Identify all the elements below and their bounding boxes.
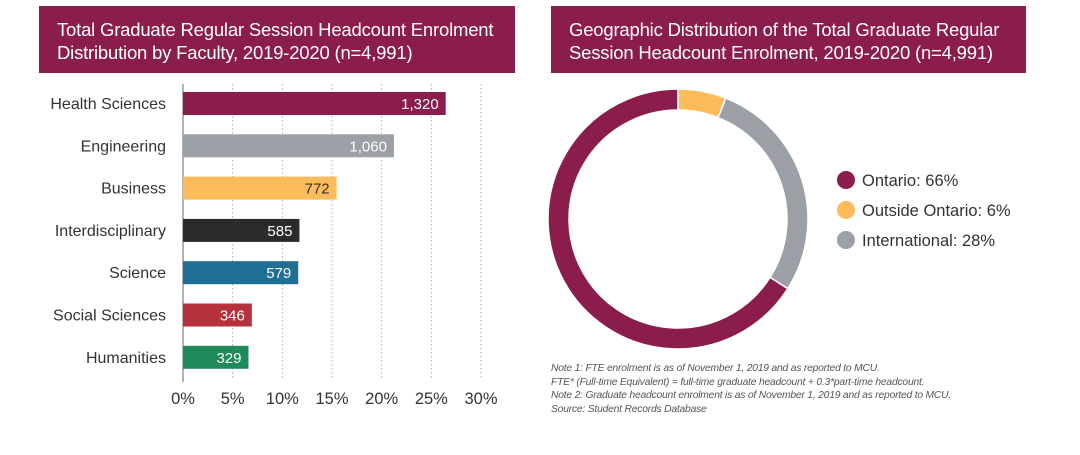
category-label: Science bbox=[109, 265, 166, 282]
legend-marker bbox=[837, 231, 855, 249]
bar-value-label: 579 bbox=[266, 265, 291, 282]
bar-value-label: 1,320 bbox=[401, 96, 439, 113]
bar-value-label: 1,060 bbox=[349, 138, 387, 155]
bar-chart-title-line2: Distribution by Faculty, 2019-2020 (n=4,… bbox=[57, 42, 413, 63]
geographic-donut-chart: Ontario: 66% Outside Ontario: 6% Internati… bbox=[547, 88, 1011, 350]
note-source: Source: Student Records Database bbox=[551, 403, 707, 415]
donut-chart-title: Geographic Distribution of the Total Gra… bbox=[551, 6, 1026, 73]
legend-marker bbox=[837, 171, 855, 189]
faculty-bar-chart: 0% 5% 10% 15% 20% 25% 30% Health Sciences 1,320 E… bbox=[50, 84, 498, 408]
x-tick-label: 5% bbox=[221, 390, 245, 408]
note-1: Note 1: FTE enrolment is as of November … bbox=[551, 363, 880, 374]
donut-chart-title-line1: Geographic Distribution of the Total Gra… bbox=[569, 19, 1000, 40]
category-label: Health Sciences bbox=[50, 96, 166, 113]
bar bbox=[183, 176, 337, 200]
x-tick-label: 0% bbox=[171, 390, 195, 408]
category-label: Engineering bbox=[81, 138, 166, 155]
bar-value-label: 346 bbox=[220, 308, 245, 325]
bar bbox=[183, 261, 299, 285]
bar bbox=[183, 345, 249, 369]
bar bbox=[183, 92, 446, 115]
note-fte: FTE* (Full-time Equivalent) = full-time … bbox=[551, 376, 925, 388]
category-label: Interdisciplinary bbox=[55, 223, 166, 240]
note-2: Note 2: Graduate headcount enrolment is … bbox=[551, 390, 952, 401]
bar bbox=[183, 218, 300, 242]
bar-chart-title-line1: Total Graduate Regular Session Headcount… bbox=[57, 19, 494, 40]
bar-value-label: 585 bbox=[267, 223, 292, 240]
category-label: Business bbox=[101, 181, 166, 198]
donut-slice bbox=[677, 88, 727, 119]
bar-value-label: 772 bbox=[305, 181, 330, 198]
legend-label: International: 28% bbox=[862, 232, 995, 250]
category-label: Social Sciences bbox=[53, 308, 166, 325]
bar bbox=[183, 134, 394, 158]
x-tick-label: 10% bbox=[266, 390, 299, 408]
x-tick-label: 15% bbox=[315, 390, 348, 408]
bar-value-label: 329 bbox=[216, 350, 241, 367]
category-label: Humanities bbox=[86, 350, 166, 367]
donut-slice bbox=[547, 88, 789, 350]
donut-chart-title-line2: Session Headcount Enrolment, 2019-2020 (… bbox=[569, 42, 993, 63]
x-tick-label: 30% bbox=[464, 390, 497, 408]
legend-label: Outside Ontario: 6% bbox=[862, 202, 1011, 220]
bar bbox=[183, 303, 252, 327]
legend-label: Ontario: 66% bbox=[862, 172, 959, 190]
x-tick-label: 25% bbox=[415, 390, 448, 408]
legend-marker bbox=[837, 201, 855, 219]
bar-chart-title: Total Graduate Regular Session Headcount… bbox=[39, 6, 515, 73]
footnotes: Note 1: FTE enrolment is as of November … bbox=[551, 362, 1031, 416]
x-tick-label: 20% bbox=[365, 390, 398, 408]
donut-slice bbox=[717, 97, 809, 290]
